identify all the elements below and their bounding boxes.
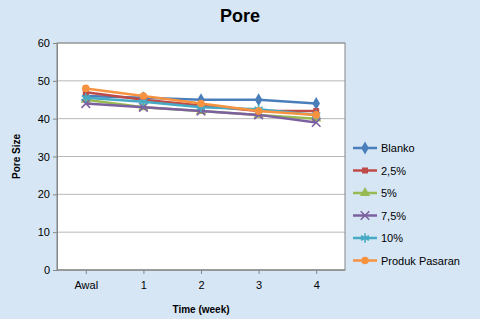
x-tick: 2 xyxy=(198,270,204,291)
y-tick: 20 xyxy=(38,188,57,200)
legend-marker xyxy=(361,233,369,242)
y-tick: 50 xyxy=(38,75,57,87)
legend-label: 2,5% xyxy=(381,165,406,177)
y-tick: 10 xyxy=(38,226,57,238)
grid-line xyxy=(57,80,345,81)
x-axis: Awal 1 2 3 4 xyxy=(57,270,345,291)
legend-label: 5% xyxy=(381,187,397,199)
y-tick-mark xyxy=(53,119,57,120)
x-tick-mark xyxy=(86,270,87,274)
series xyxy=(82,85,320,119)
x-tick: Awal xyxy=(74,270,98,291)
y-axis-title: Pore Size xyxy=(11,134,22,179)
grid xyxy=(57,43,345,270)
background xyxy=(0,0,480,319)
series xyxy=(82,93,320,119)
series-line xyxy=(86,92,316,111)
legend-label: 10% xyxy=(381,232,403,244)
series-marker xyxy=(82,93,90,102)
series-marker xyxy=(197,100,205,108)
x-tick-mark xyxy=(259,270,260,274)
y-tick-mark xyxy=(53,270,57,271)
series-marker xyxy=(197,93,205,106)
x-tick-label: 4 xyxy=(314,279,320,291)
series-line xyxy=(86,100,316,119)
y-tick-label: 60 xyxy=(38,37,50,49)
x-axis-title: Time (week) xyxy=(172,304,229,315)
x-tick: 3 xyxy=(256,270,262,291)
legend-label: Produk Pasaran xyxy=(381,255,460,267)
grid-line xyxy=(57,232,345,233)
y-tick: 60 xyxy=(38,37,57,49)
x-tick: 1 xyxy=(141,270,147,291)
legend-item: Blanko xyxy=(353,141,415,154)
x-tick-label: 3 xyxy=(256,279,262,291)
y-tick: 40 xyxy=(38,113,57,125)
plot-frame xyxy=(57,43,345,270)
chart: 0 10 20 30 40 50 60 Awal 1 2 3 4 Pore Time (week) Pore… xyxy=(0,0,480,319)
x-tick-mark xyxy=(201,270,202,274)
plot-area xyxy=(57,43,345,270)
series-line xyxy=(86,88,316,114)
y-tick-mark xyxy=(53,43,57,44)
grid-line xyxy=(57,194,345,195)
y-tick-label: 50 xyxy=(38,75,50,87)
legend-item: Produk Pasaran xyxy=(353,255,460,267)
legend-marker xyxy=(360,187,370,196)
series-marker xyxy=(255,107,263,115)
y-axis: 0 10 20 30 40 50 60 xyxy=(38,37,58,276)
x-tick-label: 2 xyxy=(198,279,204,291)
x-tick-label: Awal xyxy=(74,279,98,291)
y-tick-mark xyxy=(53,194,57,195)
y-tick-mark xyxy=(53,232,57,233)
legend-item: 5% xyxy=(353,187,397,199)
series-marker xyxy=(140,92,148,100)
grid-line xyxy=(57,156,345,157)
legend-marker xyxy=(361,141,369,154)
series xyxy=(81,94,322,122)
y-tick: 0 xyxy=(44,264,57,276)
series-marker xyxy=(312,110,320,119)
legend-marker xyxy=(361,257,369,265)
series-marker xyxy=(312,111,320,119)
y-tick: 30 xyxy=(38,151,57,163)
y-tick-mark xyxy=(53,81,57,82)
title: Pore xyxy=(220,6,260,26)
series xyxy=(83,89,319,114)
legend-item: 10% xyxy=(353,232,403,244)
series-marker xyxy=(256,108,262,114)
legend-marker xyxy=(361,211,370,220)
legend-marker xyxy=(362,168,368,174)
legend: Blanko 2,5% 5% 7,5% 10% Produk Pasaran xyxy=(353,141,460,266)
y-tick-label: 0 xyxy=(44,264,50,276)
series-marker xyxy=(82,85,90,93)
x-tick-mark xyxy=(143,270,144,274)
legend-label: 7,5% xyxy=(381,210,406,222)
series-group xyxy=(81,85,322,127)
legend-item: 2,5% xyxy=(353,165,406,177)
x-tick-mark xyxy=(316,270,317,274)
legend-label: Blanko xyxy=(381,142,415,154)
y-tick-label: 40 xyxy=(38,113,50,125)
y-tick-label: 20 xyxy=(38,188,50,200)
series-marker xyxy=(255,93,263,106)
x-tick-label: 1 xyxy=(141,279,147,291)
y-tick-label: 10 xyxy=(38,226,50,238)
x-tick: 4 xyxy=(314,270,320,291)
legend-item: 7,5% xyxy=(353,210,406,222)
y-tick-mark xyxy=(53,157,57,158)
y-tick-label: 30 xyxy=(38,151,50,163)
